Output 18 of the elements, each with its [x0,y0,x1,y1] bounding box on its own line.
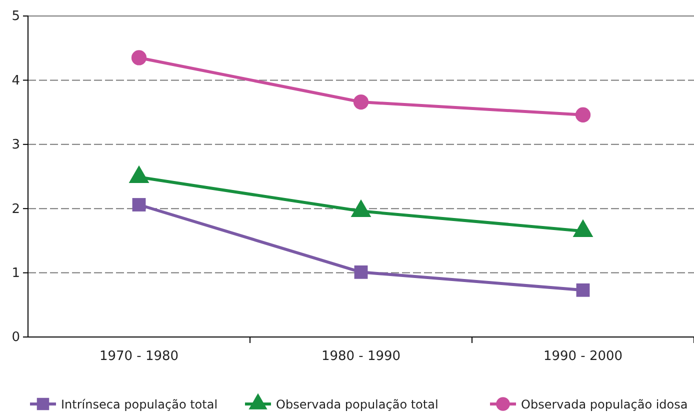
y-tick-label: 5 [12,9,20,24]
point [353,94,369,110]
point [575,107,591,122]
x-tick-label: 1980 - 1990 [321,349,401,364]
y-tick-label: 1 [12,266,20,281]
legend-label: Observada população idosa [521,398,688,412]
y-tick-label: 4 [12,73,20,88]
point [131,50,147,66]
point [132,198,146,212]
legend-label: Intrínseca população total [61,398,218,412]
x-tick-label: 1990 - 2000 [543,349,623,364]
legend-label: Observada população total [276,398,438,412]
point [354,265,368,279]
x-tick-label: 1970 - 1980 [99,349,179,364]
y-tick-label: 2 [12,202,20,217]
y-tick-label: 3 [12,138,20,153]
point [576,283,590,297]
y-tick-label: 0 [12,330,20,346]
